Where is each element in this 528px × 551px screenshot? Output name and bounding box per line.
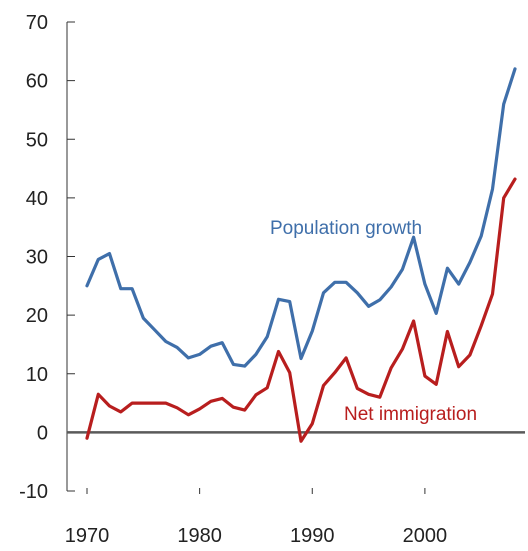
y-tick-label: 30 [26, 247, 48, 269]
y-tick-label: 20 [26, 305, 48, 327]
x-tick-label: 1980 [177, 525, 222, 547]
x-tick-label: 1990 [290, 525, 335, 547]
y-tick-label: 60 [26, 71, 48, 93]
x-tick-label: 1970 [65, 525, 110, 547]
y-tick-label: 0 [37, 422, 48, 444]
y-tick-label: 70 [26, 12, 48, 34]
y-tick-label: -10 [19, 481, 48, 503]
series-line-population-growth [85, 67, 517, 368]
y-tick-label: 40 [26, 188, 48, 210]
label-net-immigration: Net immigration [344, 404, 477, 425]
label-population-growth: Population growth [270, 218, 422, 239]
y-tick-label: 10 [26, 364, 48, 386]
y-axis: 70 60 50 40 30 20 10 0 -10 [19, 12, 75, 503]
series-labels: Population growth Net immigration [270, 218, 477, 425]
y-tick-label: 50 [26, 129, 48, 151]
series-line-net-immigration [85, 177, 517, 443]
plot-lines [67, 67, 525, 443]
x-axis: 1970 1980 1990 2000 [65, 488, 447, 547]
x-tick-label: 2000 [403, 525, 448, 547]
